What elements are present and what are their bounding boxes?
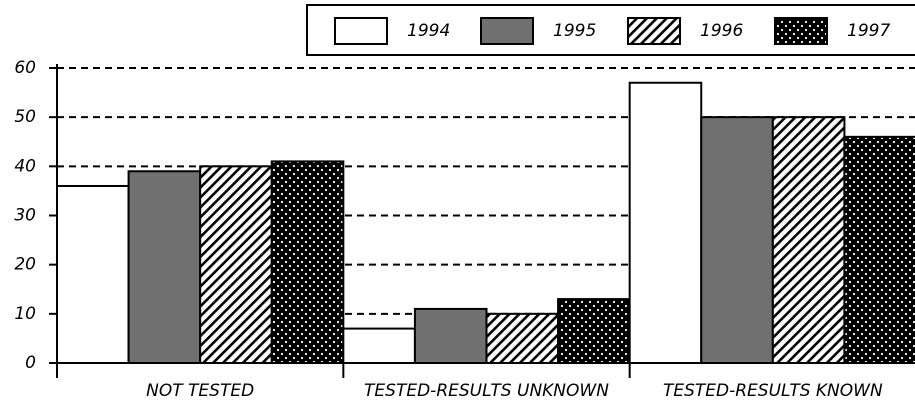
- bar: [700, 116, 774, 364]
- bar: [628, 81, 703, 364]
- bar: [557, 298, 631, 365]
- bar: [270, 160, 345, 364]
- y-tick-label: 60: [14, 58, 36, 78]
- bar: [771, 116, 846, 364]
- y-tick-label: 30: [14, 206, 36, 226]
- y-tick-label: 50: [14, 107, 36, 127]
- legend-label: 1994: [407, 21, 450, 41]
- legend-swatch: [480, 17, 534, 45]
- bar: [413, 307, 488, 364]
- y-tick-label: 0: [25, 353, 36, 373]
- bar: [342, 327, 416, 365]
- x-tick-label: TESTED-RESULTS UNKNOWN: [364, 381, 609, 401]
- bar: [843, 135, 915, 364]
- bar: [199, 165, 273, 364]
- y-tick-label: 10: [14, 304, 36, 324]
- y-tick-label: 20: [14, 255, 36, 275]
- legend-swatch: [627, 17, 681, 45]
- legend-label: 1995: [553, 21, 596, 41]
- legend-swatch: [334, 17, 388, 45]
- bar: [485, 312, 560, 365]
- legend-label: 1997: [847, 21, 890, 41]
- legend-swatch: [774, 17, 828, 45]
- bar: [127, 170, 202, 364]
- y-tick-label: 40: [14, 156, 36, 176]
- legend-label: 1996: [700, 21, 743, 41]
- x-tick-label: TESTED-RESULTS KNOWN: [663, 381, 883, 401]
- x-tick-label: NOT TESTED: [146, 381, 254, 401]
- bar: [56, 185, 130, 364]
